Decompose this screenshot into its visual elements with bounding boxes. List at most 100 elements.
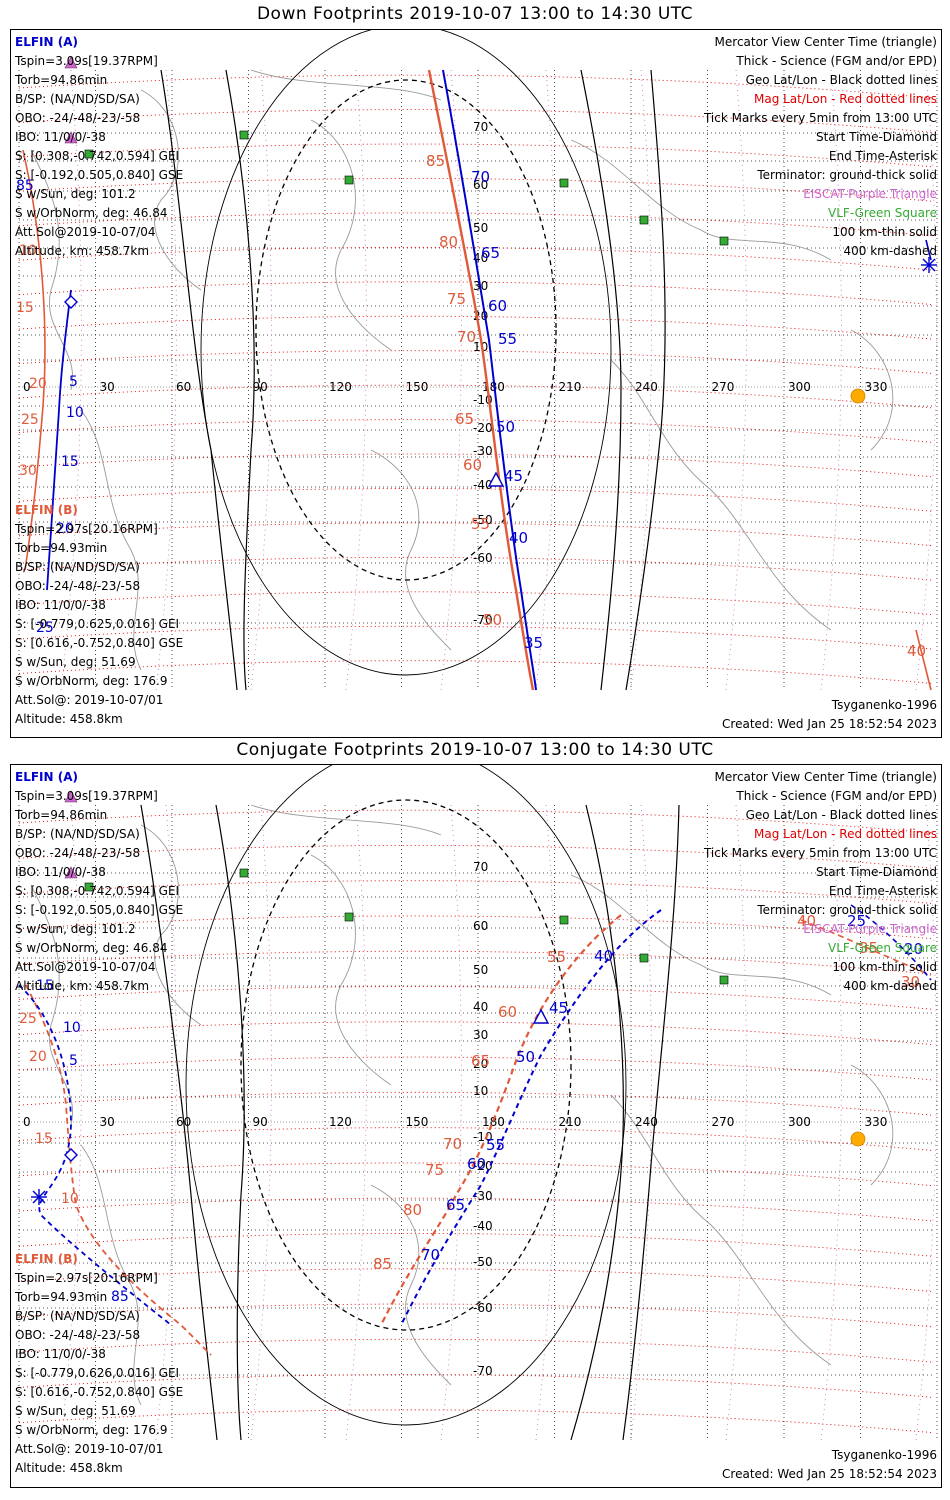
sat-b-line: Altitude: 458.8km bbox=[15, 1461, 123, 1475]
mag-lon-gridline bbox=[440, 69, 462, 691]
terminator-line bbox=[580, 69, 622, 691]
sun-icon bbox=[850, 1131, 866, 1147]
sat-b-name: ELFIN (B) bbox=[15, 503, 78, 517]
lon-tick-label: 240 bbox=[635, 1115, 658, 1129]
track-tick-label: 30 bbox=[19, 463, 37, 479]
terminator-line bbox=[215, 804, 245, 1441]
coastline bbox=[610, 1094, 832, 1366]
track-tick-label: 80 bbox=[439, 233, 458, 251]
track-tick-label: 25 bbox=[847, 912, 866, 930]
track-tick-label: 45 bbox=[504, 467, 523, 485]
legend-item: 100 km-thin solid bbox=[832, 960, 937, 974]
mag-lon-gridline bbox=[915, 69, 937, 691]
track-tick-label: 80 bbox=[403, 1201, 422, 1219]
lat-tick-label: 10 bbox=[473, 1084, 488, 1098]
legend-item: End Time-Asterisk bbox=[828, 884, 937, 898]
sat-a-line: S w/Sun, deg: 101.2 bbox=[15, 187, 136, 201]
vlf-square-icon bbox=[639, 215, 649, 225]
track-tick-label: 5 bbox=[69, 1053, 78, 1069]
end-asterisk-icon bbox=[921, 257, 937, 273]
lat-tick-label: -60 bbox=[473, 1301, 493, 1315]
track-tick-label: 85 bbox=[16, 178, 34, 194]
lat-tick-label: -70 bbox=[473, 613, 493, 627]
terminator-line bbox=[140, 804, 218, 1441]
track-tick-label: 20 bbox=[904, 940, 923, 958]
track-tick-label: 70 bbox=[457, 328, 476, 346]
legend: Mercator View Center Time (triangle) Thi… bbox=[704, 771, 937, 993]
track-tick-label: 20 bbox=[56, 521, 74, 537]
track-tick-label: 40 bbox=[907, 642, 926, 660]
sat-a-info: ELFIN (A) Tspin=3.09s[19.37RPM] Torb=94.… bbox=[15, 36, 183, 258]
track-tick-label: 75 bbox=[425, 1161, 444, 1179]
terminator-line bbox=[625, 69, 666, 691]
legend-item: Terminator: ground-thick solid bbox=[757, 168, 937, 182]
coastline bbox=[570, 139, 832, 261]
sat-b-line: Tspin=2.97s[20.16RPM] bbox=[15, 522, 158, 536]
legend-item: Mercator View Center Time (triangle) bbox=[714, 35, 937, 49]
sat-a-track bbox=[46, 289, 72, 591]
sat-b-line: S: [-0.779,0.626,0.016] GEI bbox=[15, 1366, 180, 1380]
lat-tick-label: 60 bbox=[473, 919, 488, 933]
track-tick-label: 85 bbox=[111, 1289, 129, 1305]
lon-tick-label: 300 bbox=[788, 1115, 811, 1129]
sat-a-line: Altitude, km: 458.7km bbox=[15, 244, 150, 258]
legend-item: Terminator: ground-thick solid bbox=[757, 903, 937, 917]
track-tick-label: 15 bbox=[16, 300, 34, 316]
sat-a-track bbox=[18, 984, 172, 1326]
sat-a-line: S w/OrbNorm, deg: 46.84 bbox=[15, 206, 168, 220]
lon-tick-label: 60 bbox=[176, 380, 191, 394]
terminator-line bbox=[570, 804, 624, 1441]
sat-b-line: Att.Sol@: 2019-10-07/01 bbox=[15, 693, 164, 707]
created-label: Created: Wed Jan 25 18:52:54 2023 bbox=[722, 1467, 937, 1481]
lon-tick-label: 90 bbox=[253, 380, 268, 394]
sat-b-line: S w/OrbNorm, deg: 176.9 bbox=[15, 1423, 168, 1437]
mag-lon-gridline bbox=[535, 69, 557, 691]
sat-a-line: IBO: 11/0/0/-38 bbox=[15, 130, 106, 144]
terminator-line bbox=[622, 804, 680, 1441]
sat-a-line: Torb=94.86min bbox=[15, 808, 108, 822]
vlf-square-icon bbox=[239, 868, 249, 878]
coastline bbox=[310, 119, 392, 351]
mag-lon-gridline bbox=[345, 69, 367, 691]
track-tick-label: 25 bbox=[19, 1011, 37, 1027]
coastline bbox=[370, 449, 452, 651]
track-tick-label: 45 bbox=[549, 999, 568, 1017]
legend-item: VLF-Green Square bbox=[828, 941, 937, 955]
mag-lon-gridline bbox=[820, 69, 842, 691]
track-tick-label: 40 bbox=[594, 947, 613, 965]
coastline bbox=[370, 1184, 452, 1386]
track-tick-label: 70 bbox=[471, 168, 490, 186]
map-panel-down: 0306090120150180210240270300330360706050… bbox=[10, 29, 942, 738]
lon-tick-label: 60 bbox=[176, 1115, 191, 1129]
track-tick-label: 25 bbox=[21, 412, 39, 428]
track-tick-label: 85 bbox=[426, 152, 445, 170]
legend-item: EISCAT-Purple Triangle bbox=[803, 922, 937, 936]
footprint-100km-oval bbox=[185, 765, 627, 1426]
map-panel-conjugate: 0306090120150180210240270300330360706050… bbox=[10, 764, 942, 1488]
sat-a-line: B/SP: (NA/ND/SD/SA) bbox=[15, 827, 140, 841]
eiscat-triangle-icon bbox=[64, 56, 78, 69]
lat-tick-label: -50 bbox=[473, 1255, 493, 1269]
sat-a-name: ELFIN (A) bbox=[15, 35, 78, 49]
lon-tick-label: 270 bbox=[712, 380, 735, 394]
track-tick-label: 70 bbox=[443, 1135, 462, 1153]
track-tick-label: 35 bbox=[859, 939, 878, 957]
vlf-square-icon bbox=[344, 912, 354, 922]
legend-item: 400 km-dashed bbox=[843, 979, 937, 993]
track-tick-label: 60 bbox=[498, 1003, 517, 1021]
sat-a-line: OBO: -24/-48/-23/-58 bbox=[15, 846, 141, 860]
lon-tick-label: 240 bbox=[635, 380, 658, 394]
lon-tick-label: 330 bbox=[865, 1115, 888, 1129]
sat-b-line: S: [0.616,-0.752,0.840] GSE bbox=[15, 636, 184, 650]
track-tick-label: 40 bbox=[797, 912, 816, 930]
track-tick-label: 5 bbox=[69, 374, 78, 390]
sat-b-name: ELFIN (B) bbox=[15, 1252, 78, 1266]
vlf-square-icon bbox=[559, 178, 569, 188]
lon-tick-label: 270 bbox=[712, 1115, 735, 1129]
track-tick-label: 60 bbox=[467, 1155, 486, 1173]
track-tick-label: 40 bbox=[509, 529, 528, 547]
lon-tick-label: 150 bbox=[406, 380, 429, 394]
sat-b-track bbox=[400, 909, 662, 1326]
sat-a-line: Altitude, km: 458.7km bbox=[15, 979, 150, 993]
coastline bbox=[250, 69, 442, 101]
